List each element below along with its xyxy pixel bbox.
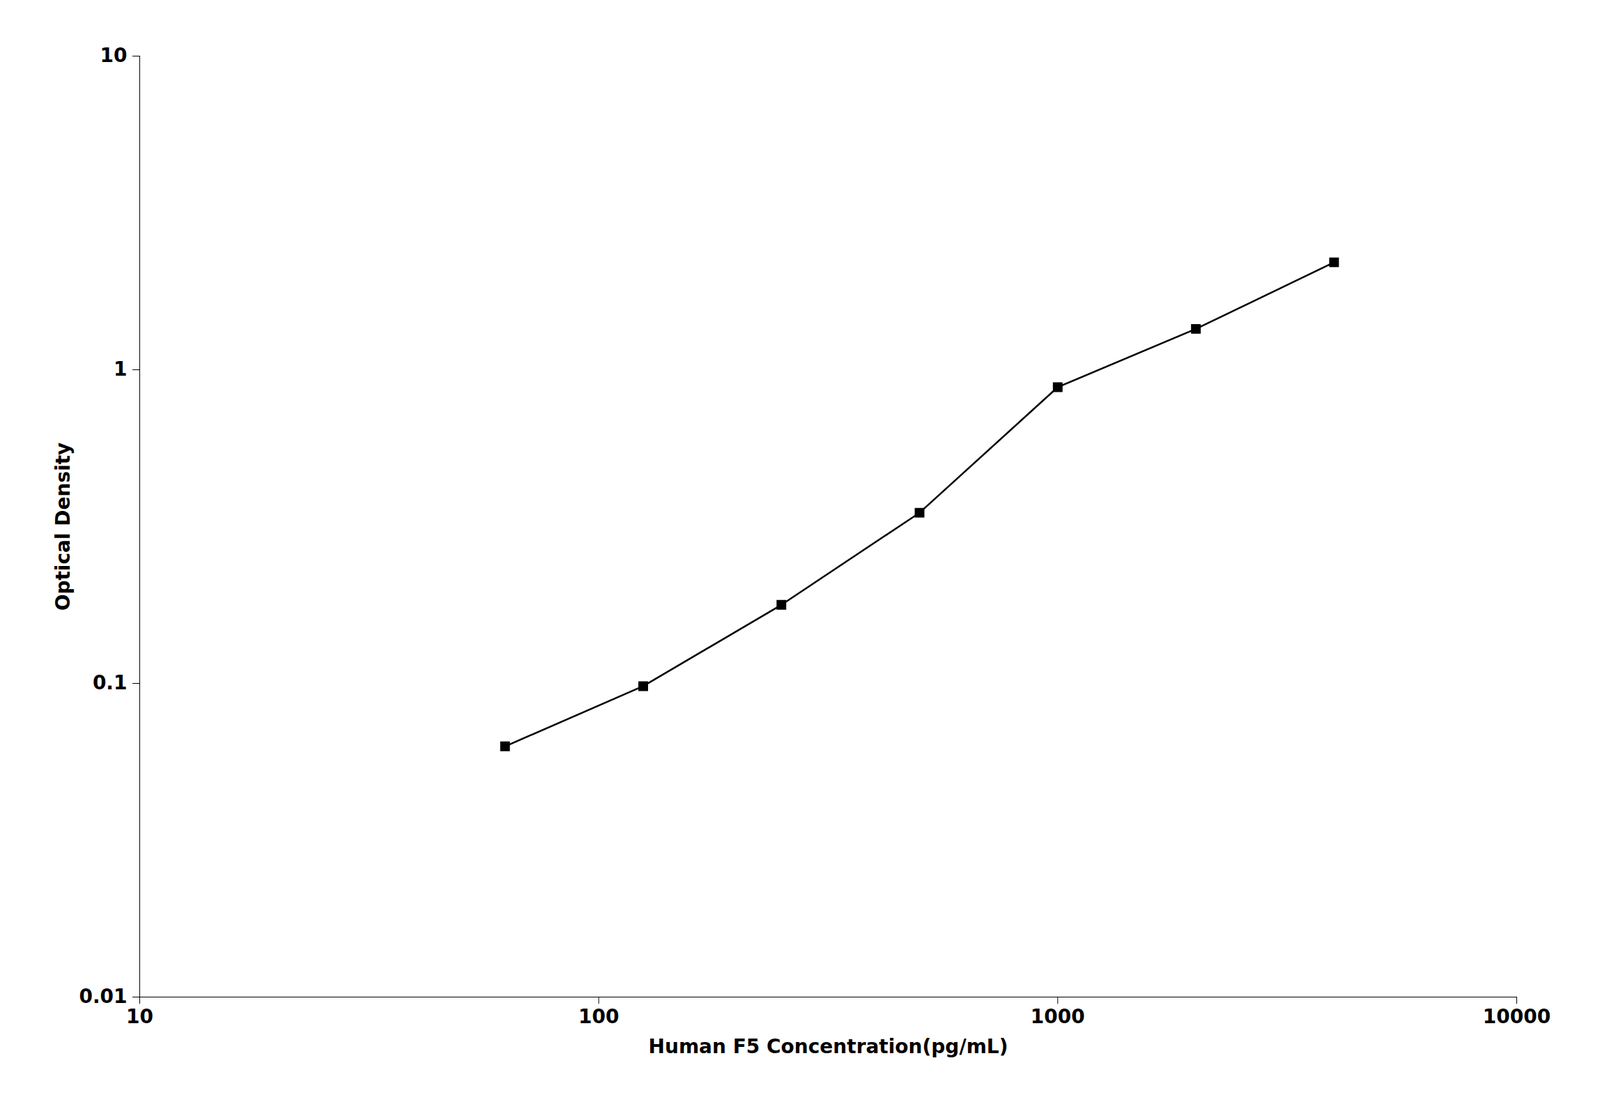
svg-text:0.1: 0.1 [92, 671, 128, 695]
svg-text:1: 1 [113, 357, 127, 381]
svg-text:Human F5 Concentration(pg/mL): Human F5 Concentration(pg/mL) [648, 1034, 1009, 1058]
svg-text:0.01: 0.01 [78, 984, 127, 1008]
svg-text:Optical Density: Optical Density [51, 442, 75, 612]
svg-text:1000: 1000 [1030, 1004, 1086, 1028]
svg-text:100: 100 [578, 1004, 619, 1028]
svg-text:10000: 10000 [1482, 1004, 1551, 1028]
svg-text:10: 10 [126, 1004, 154, 1028]
svg-text:10: 10 [100, 43, 128, 67]
